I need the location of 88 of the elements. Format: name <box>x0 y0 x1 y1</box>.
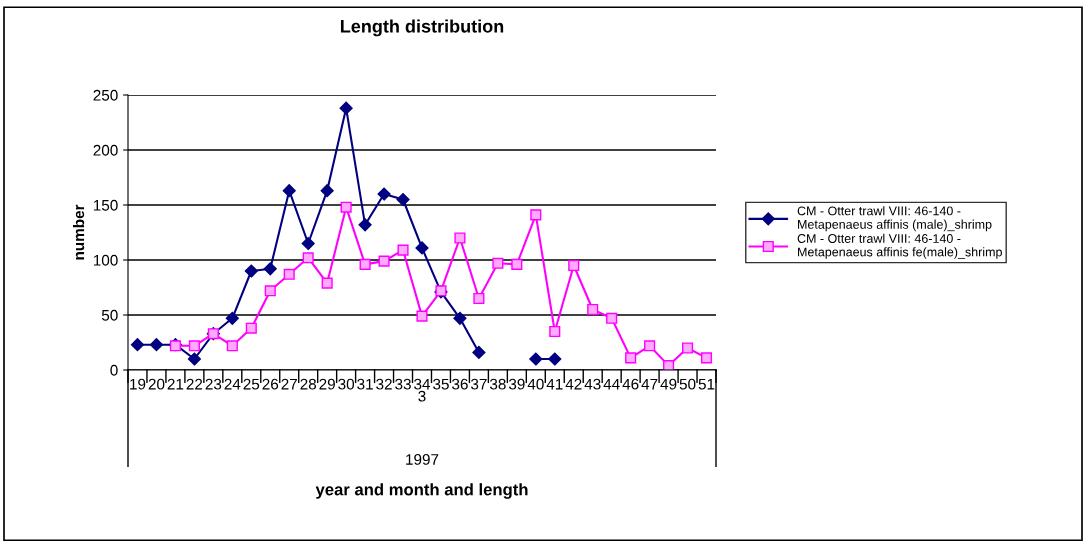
point <box>644 340 656 352</box>
y-tick-label: 100 <box>93 254 118 266</box>
text: 1997 <box>406 454 439 465</box>
x-tick-label: 27 <box>281 378 297 390</box>
x-tick-label: 41 <box>546 378 563 390</box>
x-tick-label: 36 <box>452 378 468 390</box>
point <box>245 322 257 334</box>
point <box>548 352 562 366</box>
point <box>302 252 314 264</box>
x-tick-label: 47 <box>641 378 658 390</box>
text: year and month and length <box>315 483 528 499</box>
point <box>415 241 429 255</box>
y-tick-label: 250 <box>93 89 118 101</box>
y-tick-label: 200 <box>93 144 118 156</box>
point <box>473 292 485 305</box>
x-tick-label: 25 <box>243 378 260 390</box>
x-tick-label: 35 <box>433 378 449 390</box>
point <box>149 338 164 352</box>
point <box>226 340 238 352</box>
point <box>244 264 258 278</box>
x-tick-label: 39 <box>508 378 525 390</box>
point <box>453 311 467 325</box>
legend-label: CM - Otter trawl VIII: 46-140 - Metapenaeus affinis fe(male)_shrimp <box>797 233 1002 259</box>
point <box>397 244 409 256</box>
x-tick-label: 44 <box>603 378 620 390</box>
point <box>340 201 352 213</box>
point <box>321 277 333 289</box>
y-tick-label: 0 <box>110 364 118 376</box>
point <box>264 285 276 297</box>
point <box>320 184 334 198</box>
legend-label: CM - Otter trawl VIII: 46-140 - Metapenaeus affinis (male)_shrimp <box>797 206 992 232</box>
x-tick-label: 20 <box>148 378 165 390</box>
point <box>511 258 523 270</box>
point <box>454 232 466 244</box>
point <box>130 338 145 352</box>
x-tick-label: 29 <box>319 378 335 390</box>
y-axis-title: number <box>72 204 85 260</box>
point <box>681 342 694 354</box>
point <box>587 303 599 316</box>
chart-title: Length distribution <box>340 19 504 37</box>
x-tick-label: 33 <box>395 378 411 390</box>
x-tick-label: 28 <box>300 378 317 390</box>
point <box>568 259 580 272</box>
point <box>301 236 315 251</box>
x-tick-label: 34 <box>414 378 431 390</box>
x-tick-label: 43 <box>584 378 601 390</box>
point <box>378 255 390 267</box>
point <box>663 360 675 370</box>
x-tick-label: 42 <box>565 378 582 390</box>
point <box>529 352 543 366</box>
x-tick-label: 30 <box>338 378 355 390</box>
point <box>700 352 713 364</box>
x-tick-label: 40 <box>527 378 544 390</box>
x-tick-label: 22 <box>186 378 203 390</box>
point <box>188 340 200 352</box>
x-tick-label: 26 <box>262 378 279 390</box>
x-tick-label: 19 <box>130 378 146 390</box>
point <box>187 352 201 366</box>
x-tick-label: 24 <box>224 378 241 390</box>
point <box>416 310 428 322</box>
y-tick-label: 150 <box>93 199 118 211</box>
point <box>263 262 277 276</box>
point <box>492 257 504 269</box>
point <box>549 325 561 338</box>
x-tick-label: 21 <box>167 378 184 390</box>
x-tick-label: 23 <box>205 378 222 390</box>
x-tick-label: 49 <box>660 378 677 390</box>
x-tick-label: 32 <box>376 378 392 390</box>
point <box>359 258 371 270</box>
point <box>225 311 239 325</box>
point <box>396 192 410 207</box>
point <box>339 101 353 115</box>
point <box>358 218 372 232</box>
x-tick-label: 31 <box>357 378 373 390</box>
x-tick-label: 50 <box>679 378 696 390</box>
point <box>472 345 486 359</box>
point <box>625 352 637 364</box>
x-tick-label: 51 <box>698 378 715 390</box>
x-tick-label: 46 <box>622 378 639 390</box>
text: 3 <box>418 390 426 402</box>
x-tick-label: 38 <box>489 378 506 390</box>
point <box>283 268 295 280</box>
x-tick-label: 37 <box>470 378 487 390</box>
point <box>377 187 391 201</box>
point <box>282 184 296 198</box>
point <box>606 312 618 324</box>
y-tick-label: 50 <box>101 309 118 321</box>
point <box>530 209 542 221</box>
